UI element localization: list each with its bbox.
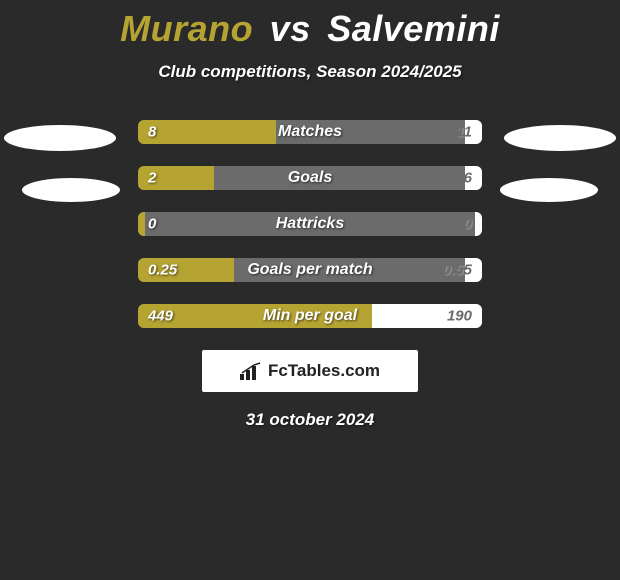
bar-label: Hattricks	[138, 215, 482, 233]
branding-box: FcTables.com	[202, 350, 418, 392]
bar-left-fill	[138, 258, 234, 282]
date-text: 31 october 2024	[0, 410, 620, 430]
vs-text: vs	[270, 8, 311, 49]
decorative-ellipse	[22, 178, 120, 202]
bar-left-fill	[138, 212, 145, 236]
bar-row: 0 0Hattricks	[138, 212, 482, 236]
bar-right-fill	[372, 304, 482, 328]
decorative-ellipse	[4, 125, 116, 151]
decorative-ellipse	[500, 178, 598, 202]
bar-left-fill	[138, 120, 276, 144]
bar-right-value: 0	[464, 216, 472, 233]
bar-row: 449190Min per goal	[138, 304, 482, 328]
bar-row: 26Goals	[138, 166, 482, 190]
bars-icon	[240, 362, 262, 380]
bar-row: 811Matches	[138, 120, 482, 144]
player2-name: Salvemini	[327, 8, 500, 49]
bar-right-fill	[465, 258, 482, 282]
bar-left-fill	[138, 304, 372, 328]
decorative-ellipse	[504, 125, 616, 151]
bar-right-fill	[465, 166, 482, 190]
branding-text: FcTables.com	[268, 361, 380, 381]
bar-left-value: 0	[148, 216, 156, 233]
page-title: Murano vs Salvemini	[0, 0, 620, 50]
bar-left-fill	[138, 166, 214, 190]
bar-right-fill	[465, 120, 482, 144]
comparison-chart: 811Matches 26Goals 0 0Hattricks 0.250.55Goal…	[138, 120, 482, 328]
subtitle: Club competitions, Season 2024/2025	[0, 62, 620, 82]
bar-row: 0.250.55Goals per match	[138, 258, 482, 282]
bar-right-fill	[475, 212, 482, 236]
player1-name: Murano	[120, 8, 253, 49]
